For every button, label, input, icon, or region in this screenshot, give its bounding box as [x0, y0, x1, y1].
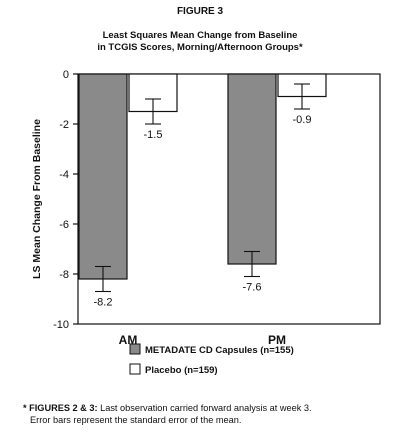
chart-subtitle: in TCGIS Scores, Morning/Afternoon Group… — [97, 42, 303, 53]
y-axis-label: LS Mean Change From Baseline — [31, 119, 43, 279]
data-label: -7.6 — [243, 282, 262, 294]
y-tick-label: 0 — [63, 69, 69, 81]
y-tick-label: -10 — [53, 319, 69, 331]
bar-metadate-pm — [227, 73, 277, 265]
legend-swatch — [129, 363, 141, 375]
footnote: * FIGURES 2 & 3: Last observation carrie… — [23, 402, 312, 426]
legend-swatch — [129, 343, 141, 355]
y-tick-label: -4 — [59, 169, 69, 181]
footnote-line-1: Last observation carried forward analysi… — [97, 403, 312, 413]
y-tick-label: -2 — [59, 119, 69, 131]
bar-chart: 0 -2 -4 -6 -8 -10 LS Mean Change From Baseline… — [31, 69, 381, 376]
footnote-line-2: Error bars represent the standard error … — [30, 415, 242, 425]
legend-label: Placebo (n=159) — [145, 365, 218, 376]
x-category-label: PM — [268, 333, 286, 347]
legend-label: METADATE CD Capsules (n=155) — [145, 345, 294, 356]
chart-title: Least Squares Mean Change from Baseline — [102, 30, 298, 41]
data-label: -1.5 — [144, 129, 163, 141]
figure-label: FIGURE 3 — [176, 6, 224, 17]
footnote-lead: * FIGURES 2 & 3: — [23, 403, 98, 413]
y-tick-label: -8 — [59, 269, 69, 281]
data-label: -0.9 — [293, 114, 312, 126]
y-tick-label: -6 — [59, 219, 69, 231]
bar-metadate-am — [78, 73, 128, 280]
data-label: -8.2 — [94, 297, 113, 309]
